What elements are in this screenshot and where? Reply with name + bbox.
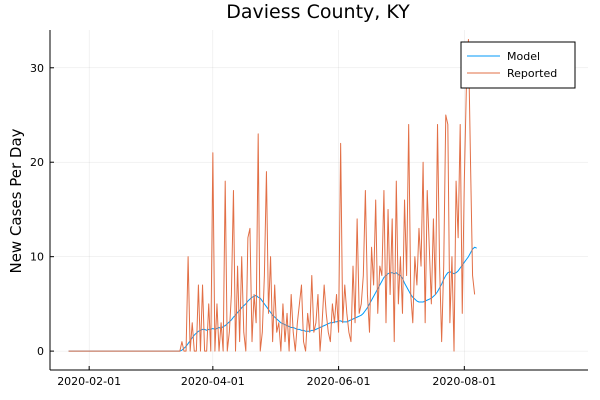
y-tick-label: 10 [30, 251, 44, 264]
legend: Model Reported [460, 41, 576, 89]
y-tick-label: 20 [30, 156, 44, 169]
legend-label-reported: Reported [507, 67, 557, 80]
series-group [68, 38, 477, 352]
x-tick-label: 2020-06-01 [307, 375, 371, 388]
legend-box [460, 41, 576, 89]
series-line-reported [68, 38, 476, 352]
axes [49, 30, 588, 371]
chart-title: Daviess County, KY [226, 1, 410, 23]
legend-label-model: Model [507, 50, 540, 63]
y-axis-label: New Cases Per Day [7, 128, 25, 273]
x-tick-label: 2020-04-01 [181, 375, 245, 388]
x-tick-label: 2020-08-01 [432, 375, 496, 388]
tick-labels: 0 10 20 30 2020-02-01 2020-04-01 2020-06-01 202… [30, 62, 496, 388]
y-tick-label: 0 [37, 345, 44, 358]
y-tick-label: 30 [30, 62, 44, 75]
x-tick-label: 2020-02-01 [57, 375, 121, 388]
